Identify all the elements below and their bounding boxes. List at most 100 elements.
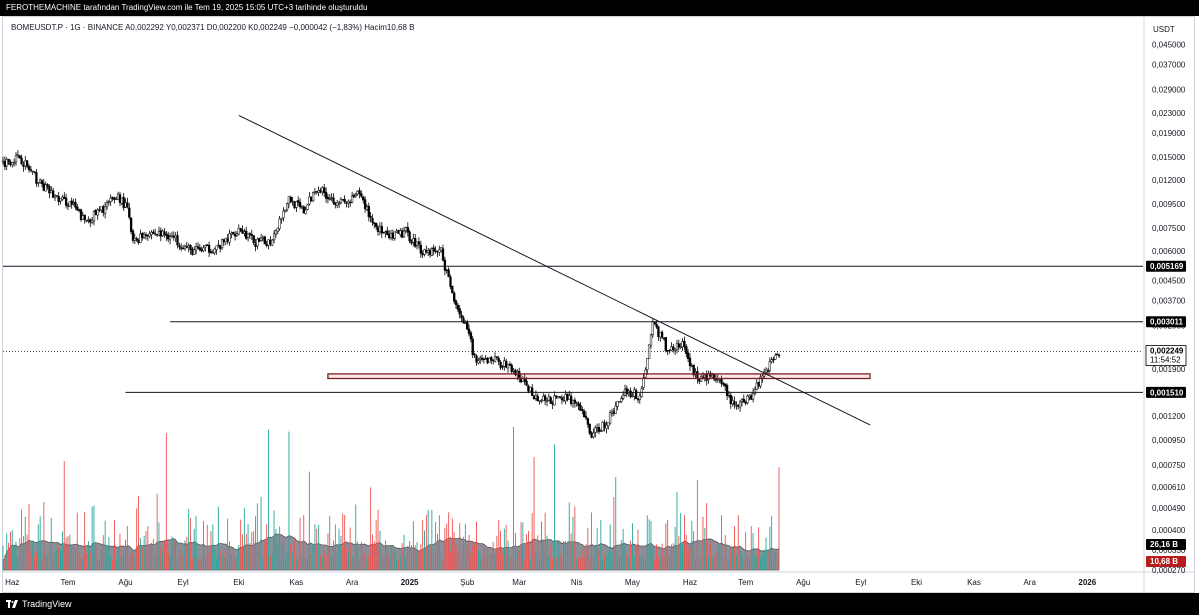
volume-bar: [275, 529, 277, 570]
candle: [384, 230, 387, 238]
volume-bar: [422, 519, 424, 570]
candle: [161, 229, 164, 237]
volume-bar: [15, 541, 17, 570]
volume-bar: [227, 518, 229, 570]
candle: [347, 199, 350, 209]
volume-bar: [392, 551, 394, 570]
volume-bar: [323, 550, 325, 570]
candle: [24, 156, 27, 170]
volume-bar: [567, 541, 568, 570]
volume-bar: [483, 547, 485, 570]
volume-bar: [424, 530, 425, 570]
candle: [148, 230, 151, 239]
volume-bar: [585, 543, 587, 570]
candle: [100, 206, 103, 213]
volume-bar: [305, 558, 307, 570]
volume-bar: [106, 545, 108, 570]
candle: [27, 163, 31, 173]
candle: [222, 238, 226, 246]
volume-bar: [346, 548, 347, 570]
candle: [324, 187, 328, 203]
volume-bar: [175, 541, 177, 570]
candle: [336, 200, 339, 209]
volume-bar: [615, 476, 617, 570]
volume-bar: [700, 558, 702, 570]
descending-trendline[interactable]: [238, 114, 871, 426]
candle: [510, 363, 513, 374]
candle: [599, 429, 603, 432]
candle: [499, 360, 502, 370]
volume-bar: [771, 515, 773, 570]
volume-bar: [75, 550, 76, 570]
symbol-legend: BOMEUSDT.P · 1G · BINANCE A0,002292 Y0,0…: [11, 23, 415, 32]
volume-bar: [412, 521, 414, 570]
candle: [412, 233, 415, 247]
volume-bar: [596, 528, 598, 570]
candle: [167, 231, 170, 243]
candle: [421, 250, 424, 258]
candle: [278, 215, 281, 231]
volume-bar: [373, 541, 375, 570]
volume-bar: [680, 513, 682, 570]
candle: [284, 209, 287, 213]
volume-bar: [201, 559, 203, 570]
candle: [332, 193, 335, 205]
volume-bar: [500, 530, 501, 570]
candle: [608, 410, 612, 425]
volume-bar: [2, 545, 4, 570]
volume-bar: [388, 555, 390, 570]
candle: [560, 394, 564, 405]
volume-bar: [191, 557, 193, 570]
candle: [683, 336, 686, 351]
price-axis-tick-label: 0,000400: [1152, 526, 1186, 535]
volume-bar: [281, 543, 282, 570]
candle: [37, 182, 40, 188]
candle: [241, 225, 244, 234]
volume-bar: [123, 551, 125, 570]
volume-value-label: 10,68 B: [1146, 556, 1186, 567]
volume-bar: [401, 543, 403, 570]
candle: [220, 238, 224, 250]
volume-bar: [708, 556, 709, 570]
price-axis-tick-label: 0,023000: [1152, 109, 1186, 118]
volume-bar: [139, 537, 141, 570]
volume-bar: [637, 529, 639, 570]
volume-bar: [125, 539, 126, 570]
volume-bar: [383, 556, 385, 570]
candle: [180, 243, 183, 252]
volume-bar: [774, 551, 776, 570]
candle: [16, 150, 20, 158]
candle: [300, 205, 304, 209]
candle: [453, 291, 456, 304]
volume-bar: [598, 549, 600, 570]
volume-bar: [95, 545, 97, 570]
volume-bar: [151, 543, 152, 570]
price-axis-tick-label: 0,037000: [1152, 60, 1186, 69]
volume-bar: [41, 558, 43, 570]
candle: [204, 244, 207, 252]
volume-bar: [518, 549, 520, 570]
level-price-label: 0,005169: [1146, 260, 1186, 272]
volume-bar: [754, 555, 756, 570]
volume-bar: [357, 541, 359, 570]
candle: [774, 353, 777, 360]
volume-bar: [726, 558, 728, 570]
volume-bar: [138, 495, 139, 570]
candle: [206, 243, 209, 246]
volume-bar: [555, 557, 557, 570]
candle: [44, 181, 47, 192]
candle: [68, 201, 71, 208]
candle: [261, 235, 265, 242]
candle: [597, 423, 601, 435]
volume-bar: [149, 544, 151, 570]
support-zone-rectangle[interactable]: [327, 373, 871, 380]
volume-bar: [431, 510, 433, 570]
volume-bar: [331, 556, 333, 570]
volume-bar: [178, 548, 180, 570]
volume-bar: [728, 558, 730, 570]
volume-bar: [182, 554, 184, 570]
volume-bar: [347, 552, 349, 570]
price-labels: 0,005169 0,003011 0,001510 0,00224911:54:52…: [1145, 260, 1187, 567]
candle: [12, 158, 16, 167]
